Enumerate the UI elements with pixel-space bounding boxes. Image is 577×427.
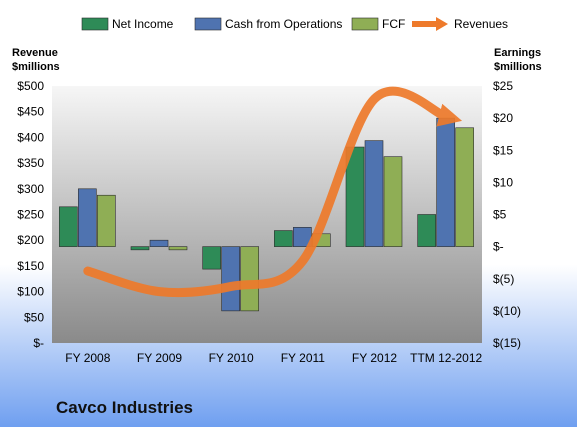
bar-net-income xyxy=(59,206,78,247)
right-tick-label: $25 xyxy=(493,79,513,93)
left-tick-label: $50 xyxy=(24,310,44,324)
legend-arrow-icon xyxy=(436,17,448,31)
right-tick-label: $15 xyxy=(493,143,513,157)
right-tick-label: $(10) xyxy=(493,304,521,318)
bar-fcf xyxy=(383,156,403,247)
left-tick-label: $350 xyxy=(17,156,44,170)
bar-cash-from-operations xyxy=(78,188,97,247)
left-axis-title-line1: Revenue xyxy=(12,47,58,59)
revenue-line xyxy=(83,86,463,298)
left-tick-label: $300 xyxy=(17,182,44,196)
category-label: FY 2008 xyxy=(65,351,110,365)
bar-net-income xyxy=(417,214,436,247)
bar-net-income xyxy=(274,230,293,247)
right-tick-label: $10 xyxy=(493,175,513,189)
category-label: FY 2012 xyxy=(352,351,397,365)
category-label: TTM 12-2012 xyxy=(410,351,482,365)
right-tick-label: $(15) xyxy=(493,336,521,350)
left-axis-title-line2: $millions xyxy=(12,61,60,73)
bars xyxy=(59,117,474,312)
plot-area xyxy=(52,86,482,343)
revenue-line-layer xyxy=(83,86,463,298)
legend-label: Cash from Operations xyxy=(225,17,342,31)
legend-swatch-cash-from-operations xyxy=(194,17,222,31)
right-axis: $(15) $(10) $(5) $- $5 $10 $15 $20 $25 xyxy=(493,79,521,350)
bar-cash-from-operations xyxy=(221,246,240,312)
category-labels: FY 2008 FY 2009 FY 2010 FY 2011 FY 2012 TTM 1… xyxy=(65,351,482,365)
left-tick-label: $200 xyxy=(17,233,44,247)
bar-cash-from-operations xyxy=(436,117,455,247)
right-tick-label: $(5) xyxy=(493,272,514,286)
right-tick-label: $- xyxy=(493,240,504,254)
legend-swatch-net-income xyxy=(81,17,109,31)
legend-label: FCF xyxy=(382,17,405,31)
legend: Net Income Cash from Operations FCF Revenue… xyxy=(81,17,508,31)
left-tick-label: $500 xyxy=(17,79,44,93)
category-label: FY 2011 xyxy=(281,351,326,365)
left-tick-label: $450 xyxy=(17,105,44,119)
legend-swatch-fcf xyxy=(351,17,379,31)
bar-fcf xyxy=(97,194,116,247)
legend-label: Net Income xyxy=(112,17,174,31)
bar-fcf xyxy=(240,246,259,312)
left-tick-label: $150 xyxy=(17,259,44,273)
right-axis-title-line1: Earnings xyxy=(494,47,541,59)
category-label: FY 2009 xyxy=(137,351,182,365)
left-tick-label: $250 xyxy=(17,208,44,222)
left-tick-label: $100 xyxy=(17,285,44,299)
right-tick-label: $5 xyxy=(493,208,507,222)
left-tick-label: $400 xyxy=(17,130,44,144)
left-axis: $- $50 $100 $150 $200 $250 $300 $350 $400 $450 $50… xyxy=(17,79,44,350)
bar-fcf xyxy=(168,246,188,251)
bar-net-income xyxy=(202,246,221,270)
right-axis-title-line2: $millions xyxy=(494,61,542,73)
legend-label: Revenues xyxy=(454,17,508,31)
bar-cash-from-operations xyxy=(364,140,384,247)
bar-cash-from-operations xyxy=(149,239,169,247)
bar-fcf xyxy=(455,127,474,247)
bar-net-income xyxy=(345,146,365,247)
right-tick-label: $20 xyxy=(493,111,513,125)
bar-net-income xyxy=(130,246,150,251)
left-tick-label: $- xyxy=(33,336,44,350)
category-label: FY 2010 xyxy=(209,351,254,365)
company-name: Cavco Industries xyxy=(56,398,193,417)
